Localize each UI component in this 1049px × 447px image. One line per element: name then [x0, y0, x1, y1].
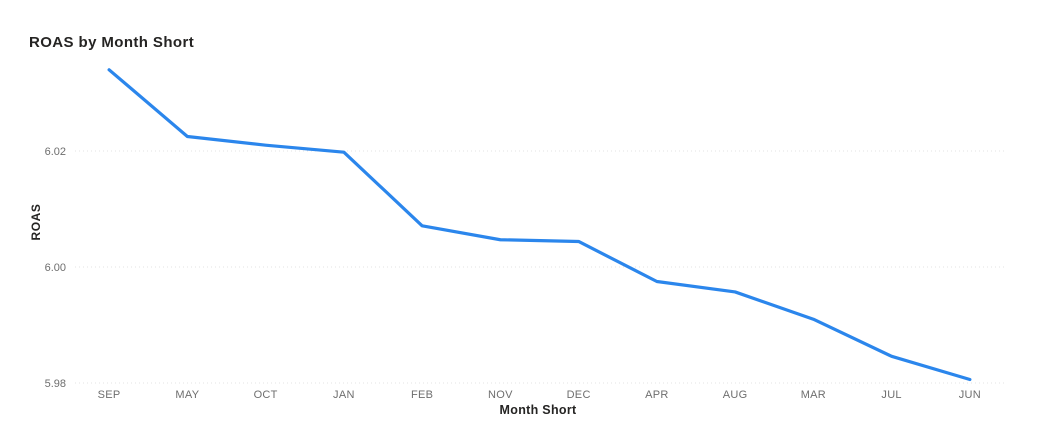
y-axis-tick-label: 6.02 — [45, 146, 66, 158]
x-axis-tick-label: NOV — [488, 389, 513, 401]
chart-title: ROAS by Month Short — [29, 34, 195, 51]
x-axis-tick-label: OCT — [254, 389, 278, 401]
x-axis-tick-label: FEB — [411, 389, 433, 401]
x-axis-tick-label: MAR — [801, 389, 826, 401]
x-axis-tick-label: MAY — [175, 389, 199, 401]
y-axis-tick-label: 6.00 — [45, 262, 66, 274]
x-axis-tick-label: JUL — [881, 389, 901, 401]
x-axis-tick-label: JAN — [333, 389, 355, 401]
y-axis-tick-label: 5.98 — [45, 378, 66, 390]
x-axis-tick-label: APR — [645, 389, 669, 401]
x-axis-tick-label: SEP — [98, 389, 121, 401]
x-axis-title: Month Short — [499, 403, 577, 417]
roas-line-series[interactable] — [107, 68, 972, 382]
x-axis-tick-label: DEC — [567, 389, 591, 401]
x-axis-tick-label: JUN — [959, 389, 981, 401]
x-axis-tick-label: AUG — [723, 389, 748, 401]
